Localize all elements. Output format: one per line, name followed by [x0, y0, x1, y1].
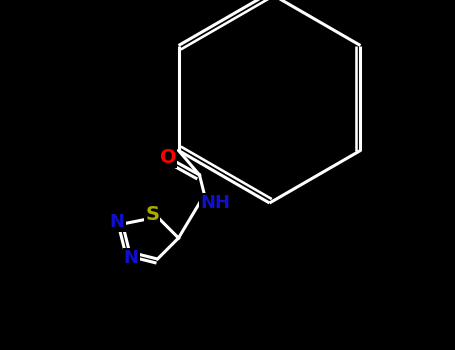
Text: N: N — [110, 213, 125, 231]
Text: NH: NH — [200, 194, 230, 212]
Text: O: O — [160, 148, 177, 167]
Text: S: S — [145, 205, 159, 224]
Text: N: N — [124, 249, 139, 267]
